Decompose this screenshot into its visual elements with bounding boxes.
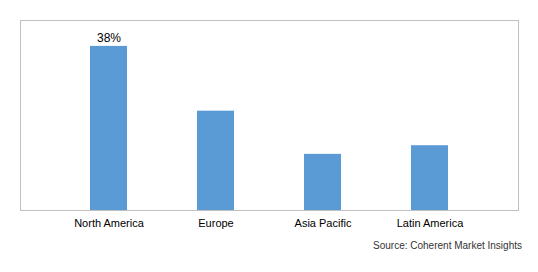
svg-text:Europe: Europe	[198, 217, 233, 229]
html-text:Source: Coherent Market Insigh: Source: Coherent Market Insights	[373, 240, 522, 251]
svg-text:North America: North America	[74, 217, 145, 229]
svg-text:Latin America: Latin America	[397, 217, 465, 229]
svg-text:38%: 38%	[97, 31, 121, 45]
svg-text:Asia Pacific: Asia Pacific	[295, 217, 352, 229]
